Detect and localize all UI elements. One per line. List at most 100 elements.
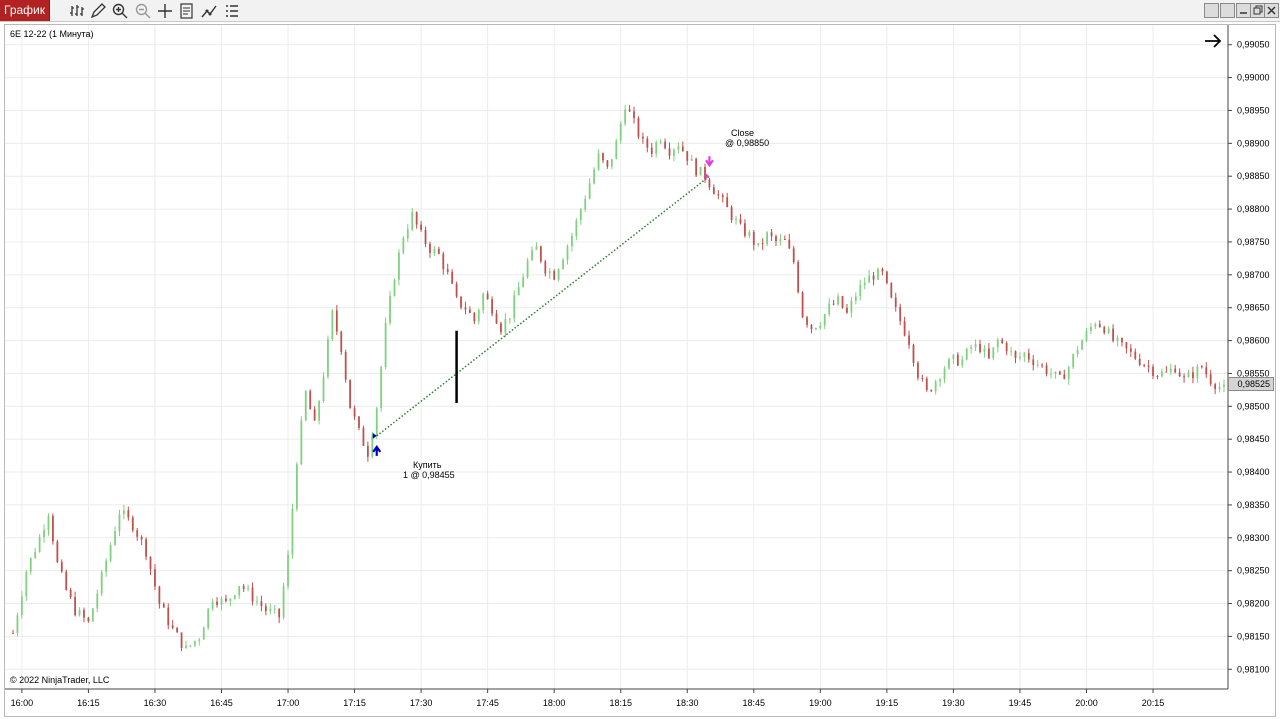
candle-body <box>1023 352 1026 357</box>
candle-body <box>517 287 520 296</box>
close-icon[interactable] <box>1264 3 1279 18</box>
candle-body <box>996 339 999 348</box>
properties-icon[interactable] <box>178 2 196 20</box>
candle-body <box>766 232 769 245</box>
candle-body <box>504 318 507 333</box>
x-tick-label: 17:15 <box>343 698 366 708</box>
candle-body <box>29 557 32 572</box>
indicators-icon[interactable] <box>223 2 241 20</box>
candle-body <box>806 317 808 325</box>
candle-body <box>553 271 556 280</box>
candle-body <box>1187 372 1190 378</box>
candle-body <box>109 544 112 561</box>
cascade-icon[interactable] <box>1220 3 1235 18</box>
candle-body <box>1169 368 1172 372</box>
candle-body <box>78 609 81 616</box>
candles <box>12 104 1225 652</box>
candle-body <box>211 601 214 609</box>
axes: 0,98100 0,98150 0,98200 0,98250 0,98300 0,983… <box>5 25 1270 708</box>
trade-connector-line <box>376 175 710 437</box>
candle-body <box>744 223 746 236</box>
candle-body <box>1134 351 1137 359</box>
candle-body <box>327 339 329 377</box>
candle-body <box>176 627 179 633</box>
candle-body <box>677 146 680 150</box>
candle-body <box>575 220 578 236</box>
candle-body <box>810 324 813 330</box>
candle-body <box>389 295 391 323</box>
candle-body <box>531 249 533 261</box>
buy-price-label: 1 @ 0,98455 <box>403 470 455 480</box>
candle-body <box>207 608 210 628</box>
candle-body <box>659 141 662 143</box>
candle-body <box>974 344 977 348</box>
candle-body <box>1063 374 1066 380</box>
candle-body <box>1223 384 1225 387</box>
strategy-icon[interactable] <box>200 2 218 20</box>
candle-body <box>1036 364 1039 366</box>
candle-body <box>1160 371 1163 377</box>
y-tick-label: 0,98550 <box>1237 368 1270 378</box>
candle-body <box>242 586 245 589</box>
candle-body <box>437 248 440 254</box>
candle-body <box>260 601 263 607</box>
candle-body <box>384 322 387 367</box>
candle-body <box>74 597 77 616</box>
zoom-out-icon[interactable] <box>134 2 152 20</box>
candle-body <box>1045 365 1048 375</box>
candle-body <box>917 362 919 378</box>
y-tick-label: 0,99000 <box>1237 73 1270 83</box>
candle-body <box>668 148 671 156</box>
candle-body <box>1098 323 1101 328</box>
candle-body <box>881 269 884 272</box>
candle-body <box>47 515 50 530</box>
candle-body <box>1027 352 1030 360</box>
candle-body <box>930 390 933 392</box>
candle-body <box>402 238 405 253</box>
candle-body <box>562 259 564 270</box>
candle-body <box>167 607 170 626</box>
candle-body <box>216 601 218 605</box>
candle-body <box>846 307 848 313</box>
candle-body <box>952 354 955 360</box>
candle-body <box>304 391 307 421</box>
candle-body <box>473 312 476 322</box>
zoom-in-icon[interactable] <box>111 2 129 20</box>
candle-body <box>65 571 68 590</box>
candle-body <box>717 194 720 196</box>
candle-body <box>757 243 760 245</box>
y-tick-label: 0,99050 <box>1237 40 1270 50</box>
crosshair-icon[interactable] <box>156 2 174 20</box>
candle-body <box>673 149 675 156</box>
pencil-icon[interactable] <box>89 2 107 20</box>
candle-body <box>557 269 560 280</box>
candle-body <box>158 586 161 604</box>
candle-body <box>349 379 352 409</box>
candle-body <box>1218 386 1221 389</box>
candle-body <box>903 321 906 336</box>
arrow-right-icon[interactable] <box>1203 32 1223 50</box>
candle-body <box>313 409 316 421</box>
bar-type-icon[interactable] <box>68 2 86 20</box>
candle-body <box>291 508 294 555</box>
y-tick-label: 0,98300 <box>1237 533 1270 543</box>
candle-body <box>721 195 724 198</box>
candle-body <box>1209 374 1212 385</box>
candle-body <box>1205 367 1208 375</box>
x-tick-label: 17:00 <box>277 698 300 708</box>
tile-icon[interactable] <box>1204 3 1219 18</box>
candle-body <box>136 530 139 537</box>
y-tick-label: 0,98400 <box>1237 467 1270 477</box>
candle-body <box>544 261 547 274</box>
chart-tab[interactable]: График <box>0 0 50 21</box>
candle-body <box>225 598 227 601</box>
candle-body <box>38 537 41 552</box>
candle-body <box>863 282 866 285</box>
candle-body <box>340 331 343 353</box>
copyright-text: © 2022 NinjaTrader, LLC <box>10 675 110 685</box>
candle-body <box>1121 338 1123 343</box>
x-tick-label: 19:15 <box>876 698 899 708</box>
candle-body <box>1019 356 1021 359</box>
